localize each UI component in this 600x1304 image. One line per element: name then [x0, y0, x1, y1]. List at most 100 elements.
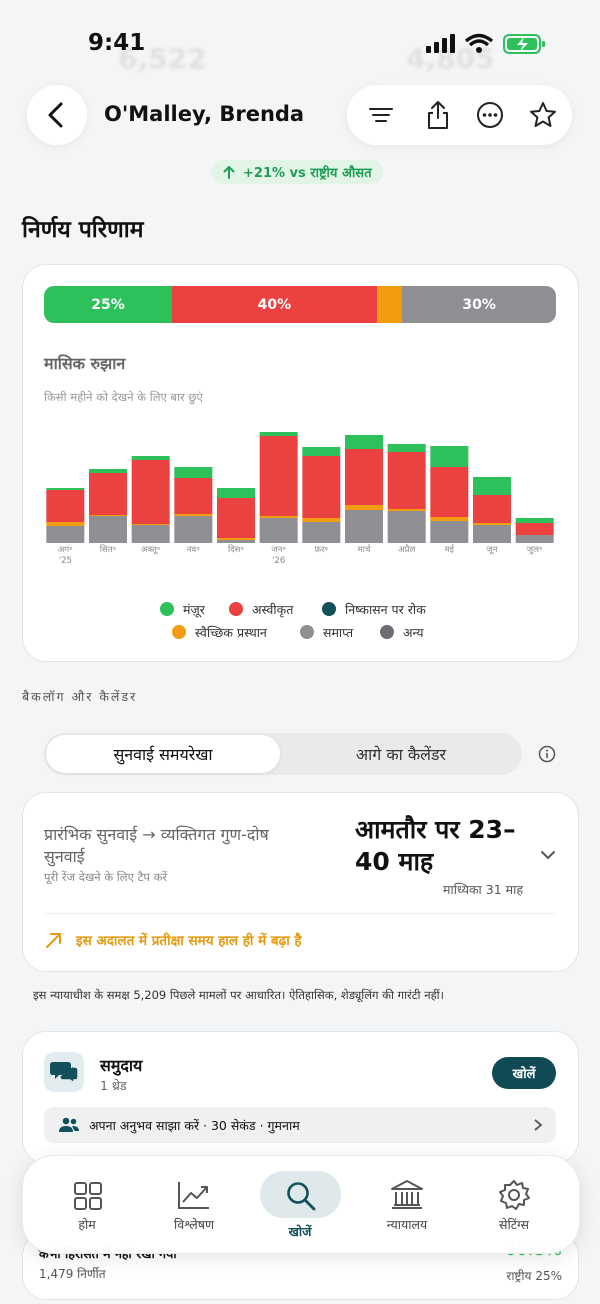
bar-segment	[345, 510, 383, 543]
segment[interactable]: आगे का कैलेंडर	[282, 735, 520, 773]
bar-segment	[131, 460, 170, 524]
bar-segment	[174, 516, 213, 543]
tab-label: सेटिंग्स	[499, 1217, 529, 1232]
range-text: आमतौर पर 23–40 माह	[355, 815, 516, 876]
chart-title: मासिक रुझान	[44, 354, 126, 373]
analytics-icon[interactable]	[177, 1180, 211, 1210]
legend-dot	[172, 625, 186, 639]
open-button[interactable]: खोलें	[492, 1057, 556, 1089]
x-tick-label: मार्च	[357, 545, 371, 555]
trend-up-icon	[46, 933, 61, 948]
bar-segment	[345, 449, 383, 505]
chat-icon	[50, 1062, 79, 1085]
x-tick-label: जन॰ '26	[271, 545, 286, 566]
tab-highlight	[260, 1171, 341, 1218]
bar-segment	[259, 432, 298, 436]
bar-segment	[259, 516, 298, 518]
bar-segment	[345, 505, 383, 510]
bar-segment	[131, 456, 170, 460]
bar-segment	[89, 515, 127, 516]
section-label: बैकलॉग और कैलेंडर	[22, 689, 138, 704]
bar-segment	[515, 518, 554, 523]
bar-segment	[259, 436, 298, 516]
star-icon[interactable]	[528, 100, 558, 130]
footnote: इस न्यायाधीश के समक्ष 5,209 पिछले मामलों…	[33, 988, 445, 1002]
bar-segment	[46, 490, 85, 522]
segment-label: 40%	[257, 296, 292, 313]
bar-segment	[174, 514, 213, 516]
proportion-segment: 40%	[172, 286, 377, 323]
chevron-down	[541, 851, 555, 860]
legend-label: स्वैच्छिक प्रस्थान	[195, 625, 267, 640]
x-tick-label: जून	[486, 545, 498, 555]
up-arrow	[223, 165, 235, 179]
proportion-bar: 25% 40% 30%	[44, 286, 556, 323]
bar-segment	[473, 525, 511, 543]
bar-segment	[131, 525, 170, 543]
bar-segment	[302, 447, 341, 456]
share-icon[interactable]	[425, 99, 451, 131]
bg-stat: 6,522	[118, 42, 207, 75]
chart-subtitle: किसी महीने को देखने के लिए बार छुएं	[44, 390, 203, 404]
trend-chart	[46, 432, 554, 543]
bar-segment	[259, 518, 298, 543]
share-text: अपना अनुभव साझा करें · 30 सेकंड · गुमनाम	[89, 1118, 300, 1133]
bar-segment	[387, 509, 426, 511]
court-icon[interactable]	[390, 1179, 424, 1211]
median-text: माध्यिका 31 माह	[443, 882, 523, 897]
outcomes-card	[22, 264, 579, 662]
proportion-segment: 25%	[44, 286, 172, 323]
divider	[44, 913, 556, 914]
bar-segment	[131, 524, 170, 525]
segment-label: 30%	[462, 296, 496, 313]
bar-segment	[430, 446, 469, 467]
filter-icon[interactable]	[367, 103, 395, 127]
bar-segment	[473, 477, 511, 495]
segment-selected[interactable]: सुनवाई समयरेखा	[46, 735, 280, 773]
settings-icon[interactable]	[498, 1179, 530, 1211]
more-icon[interactable]	[476, 101, 504, 129]
x-tick-label: नव॰	[186, 545, 200, 555]
chevron-right	[534, 1119, 543, 1131]
back-icon	[48, 102, 63, 128]
bar-segment	[430, 467, 469, 517]
tab-label: विश्लेषण	[173, 1217, 215, 1232]
back-button[interactable]	[27, 85, 87, 145]
legend-label: अन्य	[403, 625, 424, 640]
tab-label: होम	[78, 1217, 96, 1232]
search-icon[interactable]	[285, 1180, 317, 1212]
x-tick-label: जुल॰	[526, 545, 543, 555]
timeline-card[interactable]	[22, 792, 579, 972]
segment-label: 25%	[91, 296, 125, 313]
route-text: प्रारंभिक सुनवाई → व्यक्तिगत गुण-दोष सुन…	[44, 825, 269, 866]
bar-segment	[345, 435, 383, 449]
bar-segment	[217, 540, 255, 543]
bar-segment	[387, 511, 426, 543]
home-icon[interactable]	[73, 1181, 103, 1211]
legend-dot	[160, 602, 174, 616]
x-tick-label: अक्तू॰	[140, 545, 161, 555]
community-title: समुदाय	[100, 1056, 143, 1075]
peek-national: राष्ट्रीय 25%	[506, 1269, 562, 1283]
badge-text: +21% vs राष्ट्रीय औसत	[243, 166, 372, 181]
button-label: खोलें	[512, 1067, 536, 1082]
bar-segment	[46, 522, 85, 526]
bar-segment	[430, 517, 469, 521]
x-tick-label: मई	[444, 545, 454, 555]
status-icons	[426, 33, 545, 54]
page-title: O'Malley, Brenda	[104, 102, 305, 126]
share-row[interactable]: अपना अनुभव साझा करें · 30 सेकंड · गुमनाम	[44, 1107, 556, 1143]
tab-label: न्यायालय	[386, 1217, 428, 1232]
legend-dot	[300, 625, 314, 639]
legend-label: समाप्त	[323, 625, 354, 640]
bar-segment	[89, 516, 127, 543]
info-icon[interactable]	[538, 745, 556, 763]
bar-segment	[217, 498, 255, 538]
bar-segment	[217, 538, 255, 540]
hint-text: पूरी रेंज देखने के लिए टैप करें	[44, 870, 168, 884]
community-card	[22, 1031, 579, 1164]
bar-segment	[174, 467, 213, 478]
bar-segment	[89, 469, 127, 473]
bar-segment	[473, 495, 511, 523]
